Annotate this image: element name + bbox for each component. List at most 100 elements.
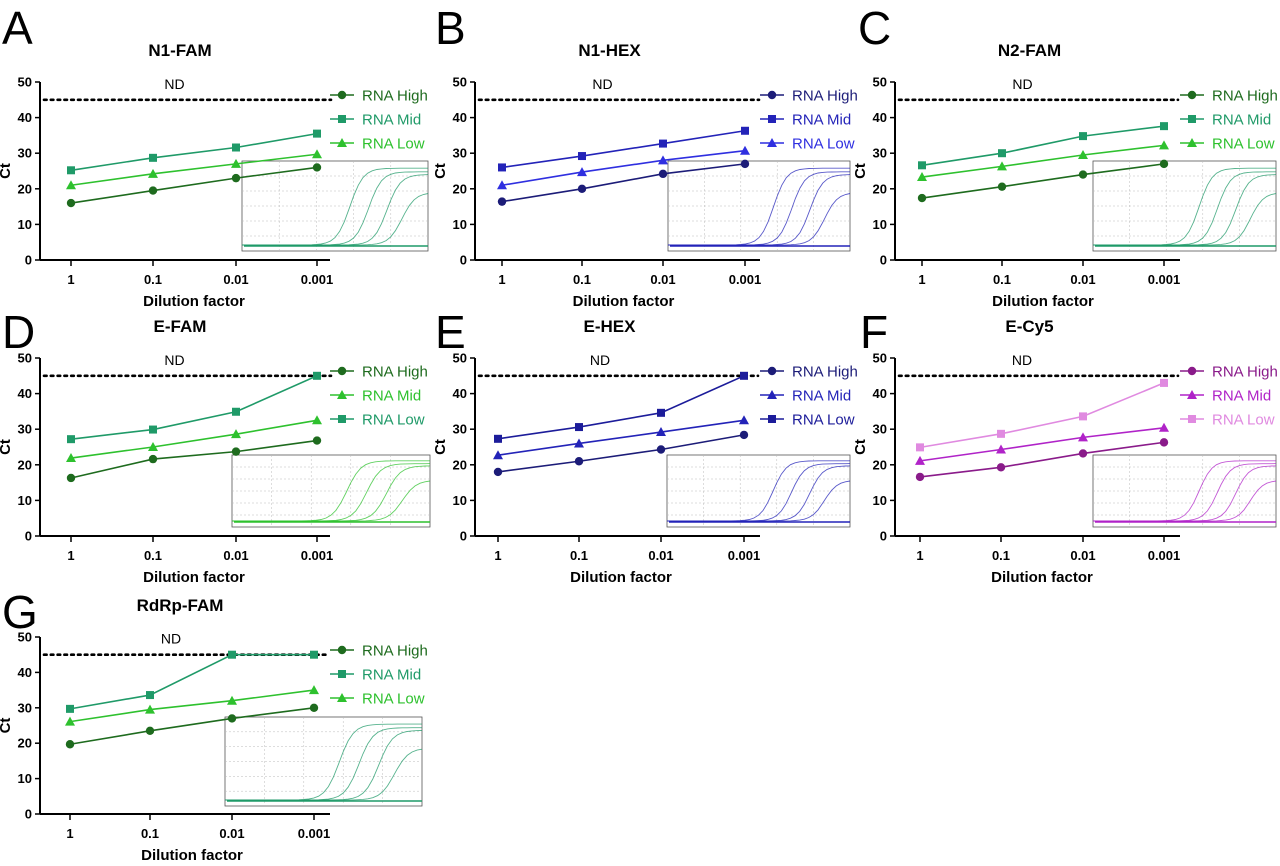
legend-marker: [338, 415, 346, 423]
data-point: [67, 166, 75, 175]
series-line: [69, 689, 315, 723]
data-point: [232, 407, 240, 416]
data-point: [148, 442, 158, 451]
legend-marker: [337, 693, 347, 702]
legend-entry: RNA Low: [330, 136, 425, 153]
chart-title: N1-HEX: [578, 41, 641, 60]
data-point: [997, 182, 1007, 191]
x-tick-label: 0.01: [650, 272, 675, 287]
series-rna-high: [66, 163, 322, 208]
series-rna-high: [493, 430, 749, 477]
data-point: [917, 172, 927, 182]
series-rna-mid: [918, 122, 1168, 170]
inset-amplification-curve: [1093, 480, 1277, 522]
legend-label: RNA Mid: [1212, 388, 1271, 405]
data-point: [915, 455, 925, 465]
legend-entry: RNA Mid: [330, 388, 421, 405]
y-tick-label: 10: [873, 217, 887, 232]
data-point: [1078, 170, 1088, 179]
data-point: [65, 716, 75, 726]
chart-title: E-HEX: [584, 317, 637, 336]
data-point: [656, 427, 666, 437]
series-rna-low: [494, 371, 748, 443]
x-tick-label: 0.001: [1148, 272, 1181, 287]
y-tick-label: 20: [873, 457, 887, 472]
data-point: [1078, 432, 1088, 442]
x-tick-label: 1: [494, 548, 501, 563]
data-point: [740, 371, 748, 380]
legend-entry: RNA High: [1180, 364, 1278, 381]
legend-label: RNA High: [362, 364, 428, 381]
series-line: [497, 419, 745, 456]
inset-amplification-curve: [232, 480, 431, 522]
y-tick-label: 50: [18, 351, 32, 366]
series-line: [921, 163, 1165, 199]
data-point: [148, 168, 158, 178]
series-rna-mid: [66, 650, 318, 713]
data-point: [312, 415, 322, 425]
legend-label: RNA High: [362, 88, 428, 105]
legend-entry: RNA High: [1180, 88, 1278, 105]
data-point: [916, 443, 924, 452]
data-point: [497, 197, 507, 206]
panel-letter: E: [435, 306, 466, 358]
legend-marker: [1188, 115, 1196, 123]
series-rna-low: [497, 145, 750, 190]
y-tick-label: 50: [873, 351, 887, 366]
data-point: [1159, 159, 1169, 169]
legend-marker: [337, 90, 347, 100]
amplification-inset: [224, 716, 423, 807]
data-point: [915, 472, 925, 482]
legend-marker: [767, 366, 777, 376]
data-point: [739, 415, 749, 425]
y-tick-label: 0: [25, 253, 32, 268]
data-point: [66, 198, 76, 208]
y-tick-label: 30: [453, 422, 467, 437]
nd-label: ND: [590, 352, 610, 368]
y-tick-label: 0: [880, 253, 887, 268]
legend-entry: RNA High: [330, 643, 428, 660]
data-point: [149, 425, 157, 434]
data-point: [739, 430, 749, 440]
data-point: [1079, 412, 1087, 421]
legend-marker: [337, 390, 347, 399]
series-line: [919, 441, 1165, 478]
data-point: [1160, 378, 1168, 387]
x-tick-label: 1: [498, 272, 505, 287]
data-point: [575, 423, 583, 432]
y-tick-label: 20: [873, 181, 887, 196]
inset-frame: [1092, 454, 1277, 528]
data-point: [659, 139, 667, 148]
data-point: [497, 180, 507, 190]
legend-entry: RNA Low: [1180, 136, 1275, 153]
x-tick-label: 0.001: [298, 826, 331, 841]
inset-amplification-curve: [242, 193, 429, 246]
legend-marker: [767, 138, 777, 147]
legend-marker: [1188, 415, 1196, 423]
series-line: [70, 153, 318, 187]
data-point: [66, 473, 76, 483]
series-rna-low: [66, 149, 322, 190]
chart-title: RdRp-FAM: [137, 596, 224, 615]
y-tick-label: 50: [18, 630, 32, 645]
x-tick-label: 0.001: [301, 272, 334, 287]
legend-marker: [768, 415, 776, 423]
legend-marker: [337, 138, 347, 147]
series-line: [70, 439, 318, 479]
series-line: [497, 375, 745, 440]
legend-entry: RNA High: [760, 88, 858, 105]
data-point: [997, 429, 1005, 438]
data-point: [498, 163, 506, 172]
legend-entry: RNA Mid: [1180, 112, 1271, 129]
panel-letter: D: [2, 306, 35, 358]
y-tick-label: 10: [18, 217, 32, 232]
data-point: [574, 438, 584, 448]
legend-label: RNA Low: [1212, 412, 1275, 429]
legend-marker: [337, 645, 347, 655]
nd-label: ND: [1012, 352, 1032, 368]
chart-panel-g: G RdRp-FAM 0 10 20 30 40 50 Ct 1 0.1 0.01 0.001 Dilut…: [0, 586, 428, 864]
x-tick-label: 0.01: [648, 548, 673, 563]
series-rna-low: [67, 371, 321, 444]
legend-marker: [1187, 138, 1197, 147]
series-line: [70, 132, 318, 172]
